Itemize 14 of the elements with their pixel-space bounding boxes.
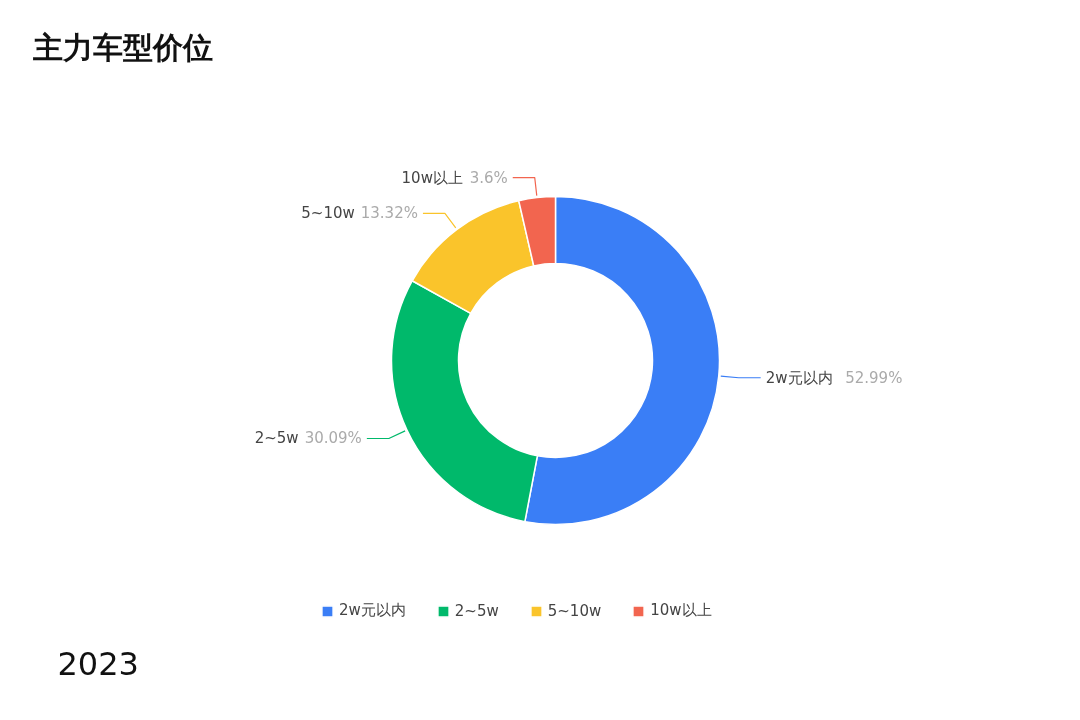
slice-label: 2~5w (254, 429, 299, 448)
legend-label: 2~5w (454, 601, 499, 620)
legend-label: 2w元以内 (339, 601, 406, 620)
data-label: 52.99% (845, 368, 903, 387)
slice-label: 5~10w (301, 204, 355, 223)
legend-label: 10w以上 (650, 601, 712, 620)
slice-label: 2w元以内 (765, 368, 833, 387)
slice-label: 10w以上 (401, 168, 463, 187)
data-label: 13.32% (360, 204, 418, 223)
legend-label: 5~10w (547, 601, 602, 620)
data-label: 3.6% (469, 168, 508, 187)
data-label: 30.09% (304, 429, 362, 448)
chart-title: 主力车型价位 (31, 30, 213, 65)
text: 2023 (57, 645, 139, 683)
